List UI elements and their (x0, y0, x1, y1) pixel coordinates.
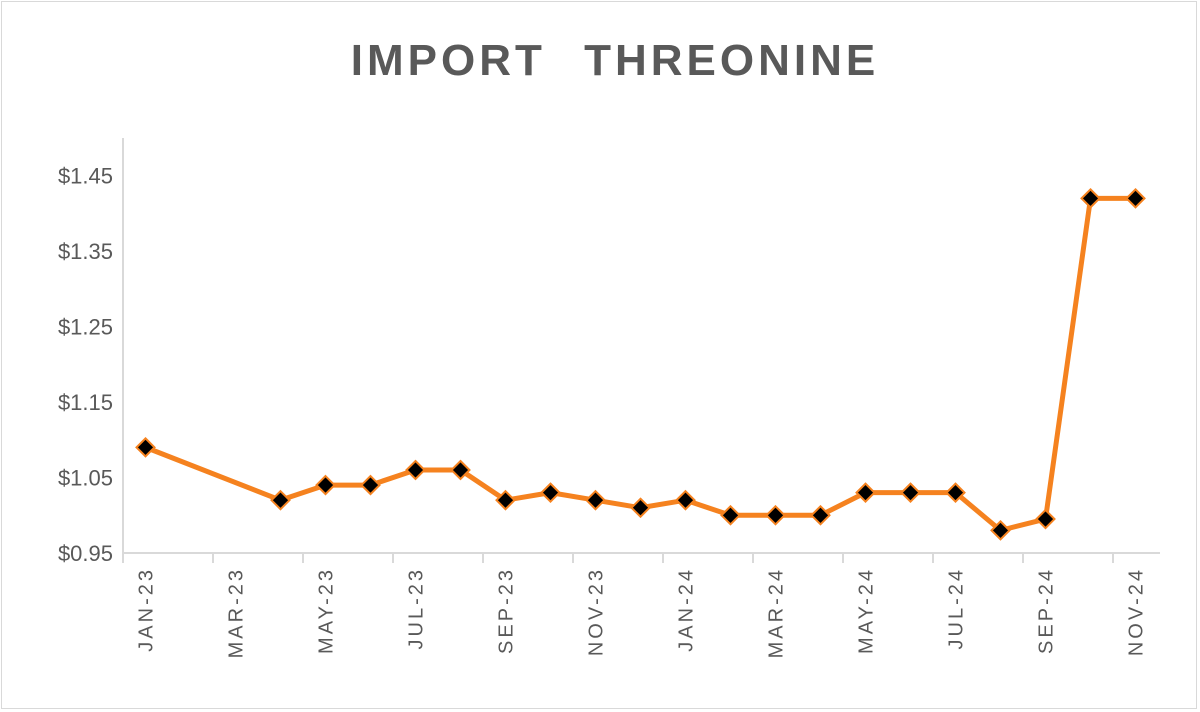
x-tick-label: MAY-24 (856, 567, 878, 654)
y-tick-label: $1.45 (58, 164, 113, 189)
y-tick-label: $1.05 (58, 466, 113, 491)
x-tick-label: JAN-23 (136, 567, 158, 652)
y-tick-label: $0.95 (58, 541, 113, 566)
data-point-marker (450, 459, 471, 481)
data-point-marker (1125, 187, 1146, 209)
x-tick-label: MAY-23 (316, 567, 338, 654)
x-tick-label: SEP-23 (496, 567, 518, 654)
series-line (144, 195, 1136, 533)
data-point-marker (945, 482, 966, 504)
data-point-marker (855, 482, 876, 504)
x-tick-label: JUL-23 (406, 567, 428, 649)
data-point-marker (585, 489, 606, 511)
data-point-marker (270, 489, 291, 511)
x-tick-label: NOV-24 (1126, 567, 1148, 656)
data-point-marker (135, 436, 156, 458)
data-point-marker (405, 459, 426, 481)
data-point-marker (360, 474, 381, 496)
data-point-marker (765, 504, 786, 526)
x-tick-label: JAN-24 (676, 567, 698, 652)
data-point-marker (810, 504, 831, 526)
data-point-marker (1035, 508, 1056, 530)
x-tick-label: MAR-23 (226, 567, 248, 658)
data-point-marker (900, 482, 921, 504)
data-point-marker (675, 489, 696, 511)
data-point-marker (1080, 187, 1101, 209)
data-point-marker (540, 482, 561, 504)
data-point-marker (720, 504, 741, 526)
data-point-marker (630, 497, 651, 519)
data-point-marker (315, 474, 336, 496)
data-point-marker (990, 519, 1011, 541)
x-tick-label: NOV-23 (586, 567, 608, 656)
y-tick-label: $1.15 (58, 390, 113, 415)
chart-title: IMPORT THREONINE (350, 36, 880, 85)
data-point-marker (495, 489, 516, 511)
x-tick-label: SEP-24 (1036, 567, 1058, 654)
x-tick-label: MAR-24 (766, 567, 788, 658)
x-tick-label: JUL-24 (946, 567, 968, 649)
y-tick-label: $1.25 (58, 315, 113, 340)
y-tick-label: $1.35 (58, 239, 113, 264)
